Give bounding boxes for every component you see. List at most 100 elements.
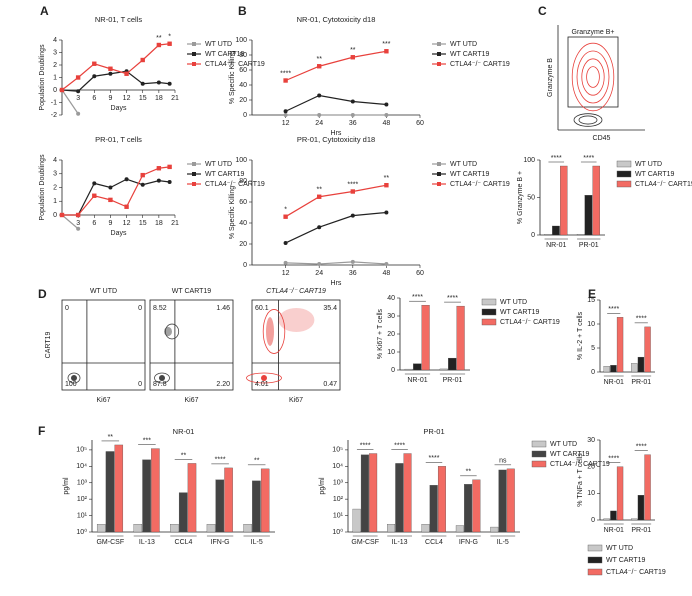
- quadrant-value: 0: [65, 305, 69, 312]
- legend-label: WT UTD: [606, 545, 633, 552]
- significance: **: [254, 458, 260, 465]
- series-line: [285, 50, 387, 82]
- point: [140, 182, 145, 187]
- y-tick-label: 10⁰: [76, 528, 87, 536]
- y-tick-label: 0: [53, 212, 57, 219]
- x-tick-label: 36: [349, 270, 357, 277]
- bar: [506, 468, 515, 533]
- bar: [206, 524, 216, 533]
- chart-title: PR-01: [423, 427, 444, 436]
- x-tick-label: 24: [315, 270, 323, 277]
- y-tick-label: 60: [239, 199, 247, 206]
- y-tick-label: 0: [243, 262, 247, 269]
- legend-label: WT CART19: [205, 51, 245, 58]
- bar: [187, 463, 197, 533]
- bar: [439, 368, 448, 371]
- bar: [610, 510, 617, 521]
- bar: [403, 453, 412, 533]
- chart-title: PR-01, T cells: [95, 135, 142, 144]
- bar: [637, 495, 645, 521]
- y-tick-label: 40: [239, 220, 247, 227]
- legend-marker: [437, 172, 441, 176]
- point: [140, 57, 145, 63]
- x-axis-label: Days: [111, 105, 127, 112]
- significance: ns: [499, 458, 507, 465]
- x-tick-label: 6: [92, 95, 96, 102]
- series-line: [61, 89, 79, 115]
- point: [317, 64, 322, 69]
- legend-marker: [192, 42, 196, 46]
- x-tick-label: 9: [108, 220, 112, 227]
- y-tick-label: 80: [239, 52, 247, 59]
- x-tick-label: PR-01: [631, 379, 651, 386]
- y-tick-label: 80: [239, 178, 247, 185]
- x-tick-label: 36: [349, 120, 357, 127]
- bar: [151, 448, 160, 533]
- x-axis-label: Ki67: [96, 397, 110, 404]
- significance: ****: [636, 316, 647, 323]
- legend-marker: [437, 182, 441, 186]
- cell-cloud: [261, 375, 267, 381]
- cell-cloud: [159, 375, 165, 381]
- y-tick-label: 15: [587, 297, 595, 304]
- legend-label: WT CART19: [606, 557, 646, 564]
- legend-label: WT UTD: [205, 41, 232, 48]
- bar: [413, 363, 422, 371]
- y-tick-label: 10²: [333, 496, 344, 503]
- y-tick-label: 2: [53, 184, 57, 191]
- point: [283, 109, 288, 114]
- x-tick-label: IFN-G: [211, 539, 230, 546]
- y-tick-label: 100: [235, 37, 247, 44]
- series-line: [61, 43, 170, 91]
- point: [350, 189, 355, 194]
- contour: [576, 50, 610, 104]
- quadrant-value: 8.52: [153, 305, 167, 312]
- quadrant-value: 60.1: [255, 305, 269, 312]
- point: [384, 261, 389, 266]
- chart-title: CTLA4⁻/⁻ CART19: [266, 288, 326, 295]
- x-tick-label: 12: [282, 120, 290, 127]
- bar: [644, 326, 651, 373]
- legend-marker: [437, 42, 441, 46]
- y-tick-label: 10³: [77, 480, 88, 487]
- y-tick-label: 60: [239, 67, 247, 74]
- cell-cloud: [278, 308, 315, 332]
- y-axis-label: Population Doublings: [39, 44, 46, 111]
- legend-label: CTLA4⁻/⁻ CART19: [450, 61, 510, 68]
- bar: [133, 524, 143, 533]
- x-tick-label: CCL4: [425, 539, 443, 546]
- point: [108, 66, 113, 71]
- series-line: [61, 70, 170, 92]
- y-tick-label: 20: [387, 331, 395, 338]
- point: [283, 260, 288, 265]
- significance: ****: [347, 181, 358, 188]
- x-axis-label: Hrs: [331, 280, 342, 287]
- x-tick-label: 15: [139, 95, 147, 102]
- cell-cloud: [71, 375, 77, 381]
- significance: ****: [280, 70, 291, 77]
- x-tick-label: 12: [123, 95, 131, 102]
- significance: **: [384, 175, 390, 182]
- gate: [567, 36, 619, 108]
- bar: [560, 165, 568, 236]
- legend-swatch: [481, 308, 497, 316]
- point: [384, 102, 389, 107]
- significance: *: [168, 34, 171, 41]
- x-tick-label: 60: [416, 120, 424, 127]
- bar: [352, 508, 361, 533]
- chart-title: NR-01: [173, 427, 195, 436]
- legend-label: WT CART19: [450, 51, 490, 58]
- point: [92, 61, 97, 66]
- bar: [631, 518, 638, 521]
- y-tick-label: 20: [239, 241, 247, 248]
- panel-label: A: [40, 4, 49, 18]
- legend-label: WT CART19: [450, 171, 490, 178]
- point: [283, 113, 288, 117]
- cell-cloud: [262, 309, 286, 354]
- point: [384, 183, 389, 188]
- point: [75, 75, 81, 80]
- y-tick-label: 100: [235, 157, 247, 164]
- point: [156, 166, 162, 171]
- contour: [581, 58, 605, 96]
